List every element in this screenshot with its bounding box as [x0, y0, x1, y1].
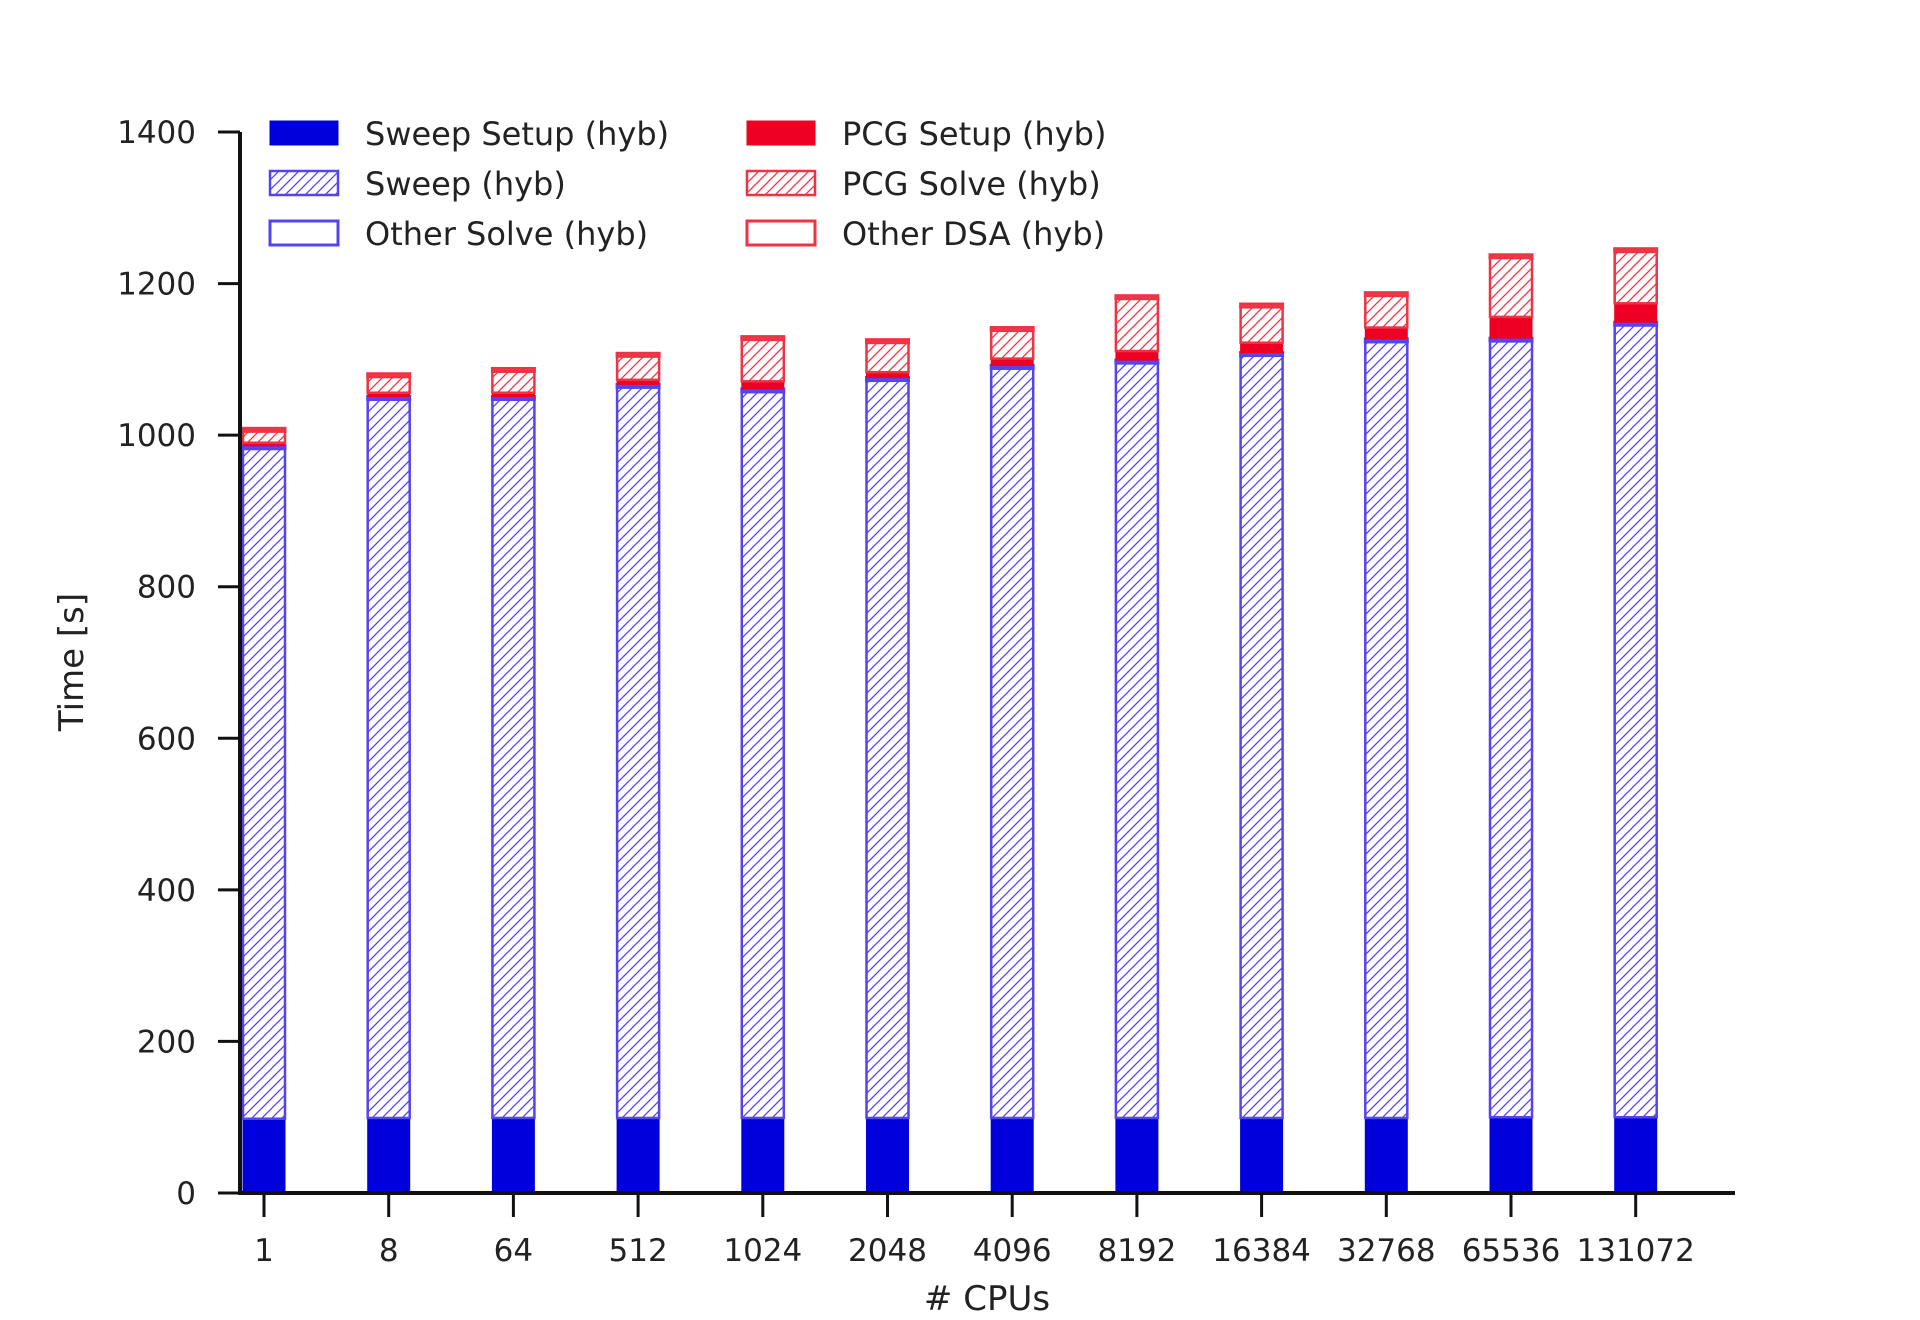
x-tick-label: 1024 — [723, 1233, 802, 1269]
legend-label: PCG Solve (hyb) — [842, 165, 1101, 203]
bar-sweep-hyb-64 — [491, 398, 536, 1120]
bar-sweep-setup-hyb-32768 — [1364, 1117, 1408, 1194]
bar-other-dsa-hyb-1024 — [740, 335, 786, 342]
bar-sweep-hyb-2048 — [865, 379, 910, 1120]
bar-sweep-hyb-8 — [366, 398, 411, 1120]
legend-swatch — [745, 169, 817, 197]
y-tick-label: 1400 — [117, 115, 196, 151]
bar-other-dsa-hyb-2048 — [865, 338, 910, 345]
y-tick-label: 400 — [137, 873, 196, 909]
bar-sweep-setup-hyb-8 — [367, 1117, 411, 1194]
x-axis-title: # CPUs — [924, 1279, 1050, 1319]
bar-sweep-hyb-1024 — [740, 390, 786, 1120]
bar-pcg-solve-hyb-4096 — [989, 329, 1035, 360]
bar-pcg-setup-hyb-65536 — [1489, 316, 1533, 339]
legend-item-pcg-solve-hyb: PCG Solve (hyb) — [745, 165, 1101, 203]
bars-group — [241, 247, 1659, 1194]
y-tick-label: 0 — [176, 1176, 196, 1212]
bar-sweep-hyb-4096 — [989, 367, 1035, 1120]
legend-label: Sweep Setup (hyb) — [365, 115, 669, 153]
legend-swatch — [268, 219, 340, 247]
bar-pcg-solve-hyb-16384 — [1239, 305, 1284, 344]
bar-other-dsa-hyb-65536 — [1488, 253, 1534, 260]
bar-sweep-setup-hyb-512 — [616, 1117, 660, 1194]
bar-pcg-setup-hyb-131072 — [1614, 302, 1658, 323]
bar-sweep-setup-hyb-65536 — [1489, 1116, 1533, 1194]
bar-pcg-solve-hyb-32768 — [1364, 294, 1409, 329]
y-tick-label: 1200 — [117, 267, 196, 303]
x-tick-label: 1 — [254, 1233, 274, 1269]
bar-sweep-hyb-512 — [615, 386, 661, 1120]
bar-pcg-solve-hyb-1 — [241, 430, 287, 444]
legend-item-pcg-setup-hyb: PCG Setup (hyb) — [746, 115, 1106, 153]
bar-sweep-hyb-32768 — [1364, 340, 1409, 1120]
bar-other-dsa-hyb-16384 — [1239, 302, 1285, 309]
bar-pcg-solve-hyb-2048 — [865, 341, 910, 374]
x-tick-label: 65536 — [1462, 1233, 1561, 1269]
legend-label: PCG Setup (hyb) — [842, 115, 1106, 153]
bar-sweep-setup-hyb-1024 — [741, 1117, 785, 1194]
bar-sweep-setup-hyb-4096 — [990, 1117, 1034, 1194]
bar-sweep-setup-hyb-1 — [242, 1118, 286, 1194]
bar-other-dsa-hyb-64 — [490, 366, 536, 373]
bar-pcg-solve-hyb-65536 — [1488, 256, 1534, 319]
y-axis-title: Time [s] — [52, 593, 92, 732]
bar-pcg-solve-hyb-512 — [615, 355, 661, 382]
bar-other-dsa-hyb-512 — [615, 351, 661, 358]
bar-sweep-setup-hyb-8192 — [1115, 1117, 1159, 1194]
bar-sweep-hyb-8192 — [1114, 361, 1160, 1120]
legend-label: Other DSA (hyb) — [842, 215, 1105, 253]
bar-sweep-hyb-131072 — [1613, 324, 1658, 1119]
bar-pcg-solve-hyb-8 — [366, 375, 411, 394]
x-tick-label: 4096 — [973, 1233, 1052, 1269]
legend-swatch — [269, 120, 339, 146]
x-tick-label: 131072 — [1577, 1233, 1695, 1269]
bar-sweep-setup-hyb-131072 — [1614, 1116, 1658, 1194]
legend-item-sweep-setup-hyb: Sweep Setup (hyb) — [269, 115, 669, 153]
legend: Sweep Setup (hyb) Sweep (hyb) Other Solve … — [268, 115, 1106, 253]
bar-pcg-setup-hyb-32768 — [1364, 327, 1408, 340]
bar-pcg-solve-hyb-131072 — [1613, 250, 1658, 305]
legend-label: Sweep (hyb) — [365, 165, 566, 203]
x-tick-label: 16384 — [1212, 1233, 1311, 1269]
x-tick-label: 8192 — [1097, 1233, 1176, 1269]
legend-label: Other Solve (hyb) — [365, 215, 648, 253]
x-tick-label: 8 — [379, 1233, 399, 1269]
bar-sweep-hyb-65536 — [1488, 339, 1534, 1119]
y-tick-label: 1000 — [117, 418, 196, 454]
bar-pcg-setup-hyb-16384 — [1240, 342, 1284, 354]
x-tick-label: 64 — [494, 1233, 533, 1269]
bar-pcg-solve-hyb-64 — [491, 370, 536, 394]
bar-other-dsa-hyb-8192 — [1114, 294, 1160, 301]
axes-group: 0 200 400 600 800 1000 1200 1400 1 8 64 512 1024 2048… — [52, 115, 1735, 1319]
bar-sweep-hyb-16384 — [1239, 354, 1284, 1120]
y-tick-label: 600 — [137, 721, 196, 757]
bar-other-dsa-hyb-1 — [241, 426, 287, 433]
x-tick-label: 2048 — [848, 1233, 927, 1269]
bar-other-dsa-hyb-4096 — [989, 326, 1035, 333]
legend-swatch — [268, 169, 340, 197]
y-tick-label: 200 — [137, 1024, 196, 1060]
bar-sweep-setup-hyb-64 — [491, 1117, 535, 1194]
bar-sweep-hyb-1 — [241, 447, 287, 1120]
legend-swatch — [746, 120, 816, 146]
bar-other-dsa-hyb-8 — [366, 372, 412, 379]
bar-other-dsa-hyb-32768 — [1363, 291, 1409, 298]
bar-pcg-setup-hyb-8192 — [1115, 350, 1159, 361]
bar-pcg-solve-hyb-8192 — [1114, 297, 1160, 353]
legend-swatch — [745, 219, 817, 247]
bar-pcg-solve-hyb-1024 — [740, 338, 786, 383]
bar-sweep-setup-hyb-16384 — [1240, 1117, 1284, 1194]
legend-item-other-solve-hyb: Other Solve (hyb) — [268, 215, 648, 253]
x-tick-label: 512 — [609, 1233, 668, 1269]
bar-other-dsa-hyb-131072 — [1613, 247, 1659, 254]
legend-item-sweep-hyb: Sweep (hyb) — [268, 165, 566, 203]
x-tick-label: 32768 — [1337, 1233, 1436, 1269]
y-tick-label: 800 — [137, 570, 196, 606]
bar-sweep-setup-hyb-2048 — [866, 1117, 909, 1194]
legend-item-other-dsa-hyb: Other DSA (hyb) — [745, 215, 1105, 253]
